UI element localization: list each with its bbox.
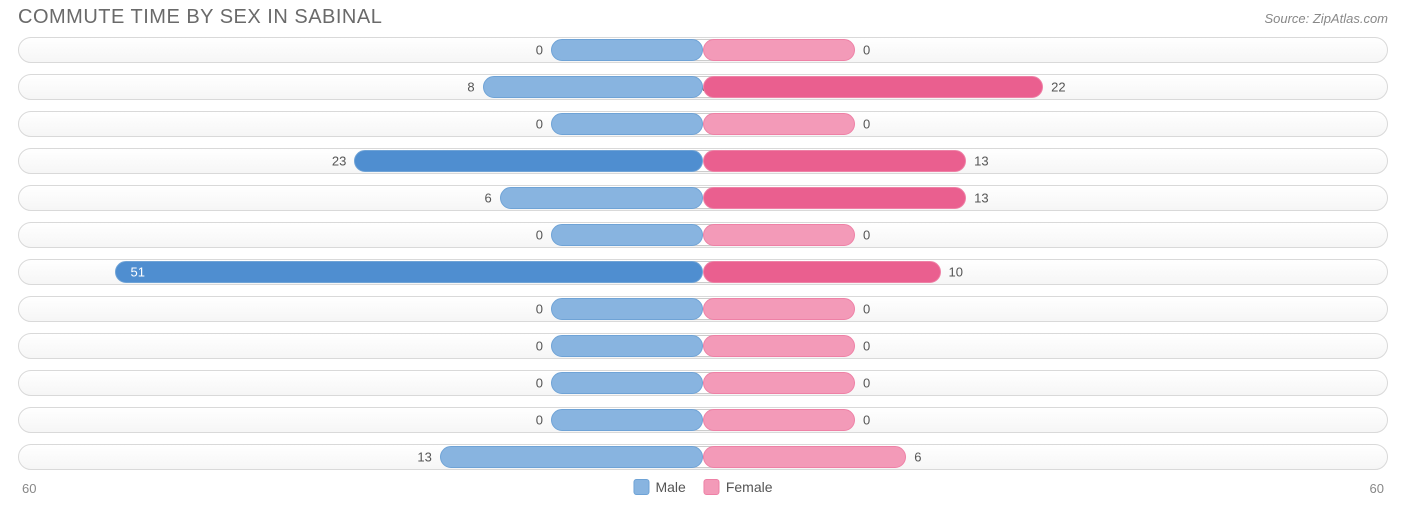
female-bar <box>703 298 855 320</box>
female-bar <box>703 113 855 135</box>
female-value: 0 <box>863 116 870 131</box>
female-bar <box>703 446 906 468</box>
female-value: 0 <box>863 338 870 353</box>
legend-female-label: Female <box>726 479 773 495</box>
female-value: 13 <box>974 153 988 168</box>
female-bar <box>703 409 855 431</box>
chart-row: Less than 5 Minutes00 <box>18 33 1388 66</box>
chart-row: 10 to 14 Minutes00 <box>18 107 1388 140</box>
male-bar <box>551 335 703 357</box>
male-bar <box>551 113 703 135</box>
legend-male: Male <box>633 479 685 495</box>
female-value: 0 <box>863 227 870 242</box>
male-bar <box>551 39 703 61</box>
female-value: 13 <box>974 190 988 205</box>
chart-row: 20 to 24 Minutes613 <box>18 181 1388 214</box>
male-bar <box>551 224 703 246</box>
chart-row: 45 to 59 Minutes00 <box>18 366 1388 399</box>
female-value: 0 <box>863 412 870 427</box>
chart-row: 90 or more Minutes136 <box>18 440 1388 473</box>
male-value: 0 <box>536 412 543 427</box>
female-bar <box>703 372 855 394</box>
female-bar <box>703 261 941 283</box>
male-value: 23 <box>332 153 346 168</box>
male-bar <box>115 261 703 283</box>
chart-row: 30 to 34 Minutes5110 <box>18 255 1388 288</box>
chart-header: COMMUTE TIME BY SEX IN SABINAL Source: Z… <box>0 0 1406 31</box>
female-value: 6 <box>914 449 921 464</box>
male-bar <box>440 446 703 468</box>
chart-body: Less than 5 Minutes005 to 9 Minutes82210… <box>0 31 1406 473</box>
female-bar <box>703 187 966 209</box>
male-bar <box>354 150 703 172</box>
chart-source: Source: ZipAtlas.com <box>1264 11 1388 26</box>
female-swatch-icon <box>704 479 720 495</box>
chart-row: 40 to 44 Minutes00 <box>18 329 1388 362</box>
male-value: 0 <box>536 42 543 57</box>
female-bar <box>703 76 1043 98</box>
female-value: 0 <box>863 375 870 390</box>
male-value: 0 <box>536 375 543 390</box>
chart-row: 15 to 19 Minutes2313 <box>18 144 1388 177</box>
chart-footer: 60 Male Female 60 <box>0 477 1406 505</box>
male-value: 13 <box>417 449 431 464</box>
male-value: 6 <box>484 190 491 205</box>
chart-row: 60 to 89 Minutes00 <box>18 403 1388 436</box>
male-bar <box>483 76 703 98</box>
female-value: 0 <box>863 301 870 316</box>
legend-male-label: Male <box>655 479 685 495</box>
male-value: 0 <box>536 227 543 242</box>
female-bar <box>703 39 855 61</box>
male-value: 51 <box>130 264 144 279</box>
male-value: 8 <box>467 79 474 94</box>
male-bar <box>500 187 703 209</box>
axis-max-left: 60 <box>22 481 36 496</box>
legend-female: Female <box>704 479 773 495</box>
female-value: 22 <box>1051 79 1065 94</box>
chart-row: 35 to 39 Minutes00 <box>18 292 1388 325</box>
female-bar <box>703 150 966 172</box>
male-bar <box>551 298 703 320</box>
female-value: 10 <box>949 264 963 279</box>
female-bar <box>703 224 855 246</box>
chart-row: 5 to 9 Minutes822 <box>18 70 1388 103</box>
chart-title: COMMUTE TIME BY SEX IN SABINAL <box>18 6 382 29</box>
axis-max-right: 60 <box>1370 481 1384 496</box>
male-bar <box>551 409 703 431</box>
female-bar <box>703 335 855 357</box>
male-value: 0 <box>536 338 543 353</box>
legend: Male Female <box>633 479 772 495</box>
female-value: 0 <box>863 42 870 57</box>
male-value: 0 <box>536 301 543 316</box>
male-bar <box>551 372 703 394</box>
male-value: 0 <box>536 116 543 131</box>
chart-row: 25 to 29 Minutes00 <box>18 218 1388 251</box>
male-swatch-icon <box>633 479 649 495</box>
